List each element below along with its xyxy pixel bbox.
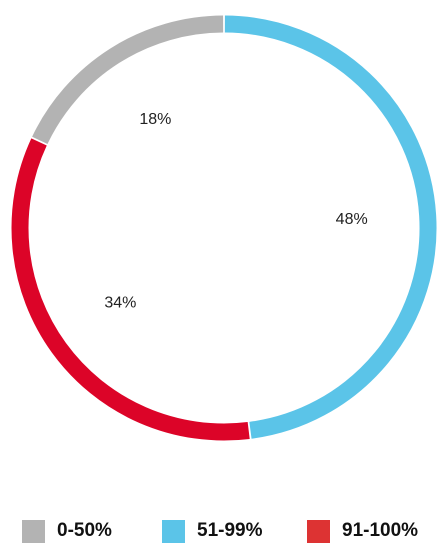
slice-value-label: 34% [104,294,136,311]
legend-label-51-99: 51-99% [197,520,263,541]
slice-value-label: 18% [139,111,171,128]
legend-item-91-100: 91-100% [307,518,418,544]
slice-labels: 48% 34% 18% [104,111,367,311]
slice-value-label: 48% [336,211,368,228]
donut-slice-51-99 [224,15,437,439]
donut-slice-0-50 [32,15,224,145]
donut-slices [11,15,437,441]
donut-slice-91-100 [11,138,250,441]
legend-swatch-91-100 [307,519,330,543]
legend-item-51-99: 51-99% [162,518,263,544]
legend-swatch-0-50 [22,519,45,543]
legend-label-91-100: 91-100% [342,520,419,541]
legend-item-0-50: 0-50% [22,518,112,544]
donut-chart: 48% 34% 18% [11,15,437,441]
legend-swatch-51-99 [162,519,185,543]
legend-label-0-50: 0-50% [57,520,112,541]
chart-legend: 0-50% 51-99% 91-100% [22,518,440,544]
